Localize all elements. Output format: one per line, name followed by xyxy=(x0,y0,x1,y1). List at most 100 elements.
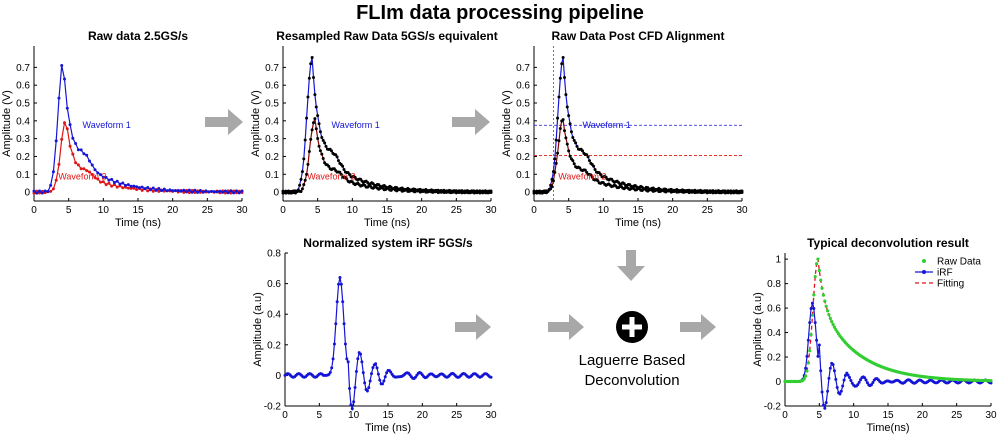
series-marker xyxy=(569,130,573,134)
series-marker xyxy=(313,93,317,97)
y-tick-label: 0.2 xyxy=(16,152,30,163)
series-marker xyxy=(345,177,349,181)
y-tick-label: 0.5 xyxy=(265,99,279,110)
series-marker xyxy=(321,157,325,161)
series-marker xyxy=(318,149,322,153)
series-marker xyxy=(196,190,200,194)
series-marker xyxy=(299,177,303,181)
series-marker xyxy=(132,186,136,190)
series-marker xyxy=(112,183,116,187)
series-marker xyxy=(68,144,72,148)
series-marker xyxy=(564,136,568,140)
y-tick-label: 0 xyxy=(775,377,781,388)
series-marker xyxy=(104,183,108,187)
series-marker xyxy=(363,381,367,385)
series-marker xyxy=(846,373,850,377)
series-marker xyxy=(60,137,64,141)
series-marker xyxy=(187,191,191,195)
raw-data-point xyxy=(810,313,815,317)
series-marker xyxy=(173,189,177,193)
series-marker xyxy=(107,178,111,182)
series-marker xyxy=(121,186,125,190)
series-marker xyxy=(553,157,557,161)
series-marker xyxy=(341,300,345,304)
series-marker xyxy=(335,155,339,159)
y-tick-label: 0.6 xyxy=(265,81,279,92)
chart-cfd-aligned: Raw Data Post CFD Alignment 0 5 10 15 20 25 30 0… xyxy=(501,29,748,229)
series-marker xyxy=(115,185,119,189)
series-marker xyxy=(215,190,219,194)
series-marker xyxy=(587,159,591,163)
series-marker xyxy=(821,403,825,407)
series-marker xyxy=(307,149,311,153)
arrow-raw-to-resampled xyxy=(205,109,243,135)
series-marker xyxy=(320,152,324,156)
series-marker xyxy=(561,118,565,122)
series-marker xyxy=(558,76,562,80)
waveform-label: Waveform 2 xyxy=(58,172,106,182)
series-marker xyxy=(740,189,744,193)
series-marker xyxy=(140,188,144,192)
x-tick-label: 10 xyxy=(348,410,360,421)
series-marker xyxy=(332,342,336,346)
raw-data-point xyxy=(813,274,817,279)
series-marker xyxy=(193,188,197,192)
series-marker xyxy=(140,185,144,189)
raw-data-point xyxy=(817,268,821,273)
series-marker xyxy=(182,188,186,192)
chart-title: Raw Data Post CFD Alignment xyxy=(552,29,725,43)
series-marker xyxy=(359,352,363,356)
series-marker xyxy=(376,372,380,376)
chart-title: Typical deconvolution result xyxy=(807,236,969,250)
series-marker xyxy=(812,307,816,311)
y-tick-label: 0.4 xyxy=(265,116,279,127)
series-marker xyxy=(49,189,53,193)
series-marker xyxy=(300,187,304,191)
y-tick-label: -0.2 xyxy=(764,402,782,413)
x-axis-label: Time (ns) xyxy=(364,217,410,229)
series-marker xyxy=(374,362,378,366)
x-tick-label: 20 xyxy=(917,410,929,421)
arrow-irf-right xyxy=(455,314,491,340)
series-marker xyxy=(556,116,560,120)
series-marker xyxy=(826,389,830,393)
series-marker xyxy=(342,322,346,326)
y-tick-label: 0.7 xyxy=(265,63,279,74)
series-marker xyxy=(565,105,569,109)
series-marker xyxy=(54,178,58,182)
series-marker xyxy=(589,173,593,177)
series-marker xyxy=(307,76,311,80)
x-tick-label: 5 xyxy=(317,410,323,421)
series-marker xyxy=(338,170,342,174)
y-tick-label: 0.1 xyxy=(16,170,30,181)
series-marker xyxy=(229,191,233,195)
series-marker xyxy=(336,159,340,163)
raw-data-point xyxy=(804,374,808,378)
series-marker xyxy=(856,383,860,387)
series-marker xyxy=(104,175,108,179)
series-marker xyxy=(842,378,846,382)
series-marker xyxy=(168,188,172,192)
y-tick-label: 0.6 xyxy=(767,304,781,315)
series-marker xyxy=(176,188,180,192)
series-marker xyxy=(309,137,313,141)
series-marker xyxy=(832,369,836,373)
series-marker xyxy=(148,188,152,192)
arrow-cfd-down xyxy=(617,250,645,281)
series-marker xyxy=(93,168,97,172)
series-marker xyxy=(299,190,303,194)
series-marker xyxy=(85,153,89,157)
series-marker xyxy=(79,167,83,171)
x-tick-label: 5 xyxy=(566,205,572,216)
series-marker xyxy=(550,177,554,181)
series-marker xyxy=(162,187,166,191)
series-marker xyxy=(568,154,572,158)
series-marker xyxy=(381,382,385,386)
series-marker xyxy=(310,55,314,59)
series-marker xyxy=(346,360,350,364)
series-marker xyxy=(865,381,869,385)
series-marker xyxy=(839,389,843,393)
series-marker xyxy=(110,177,114,181)
series-marker xyxy=(586,155,590,159)
series-marker xyxy=(353,386,357,390)
